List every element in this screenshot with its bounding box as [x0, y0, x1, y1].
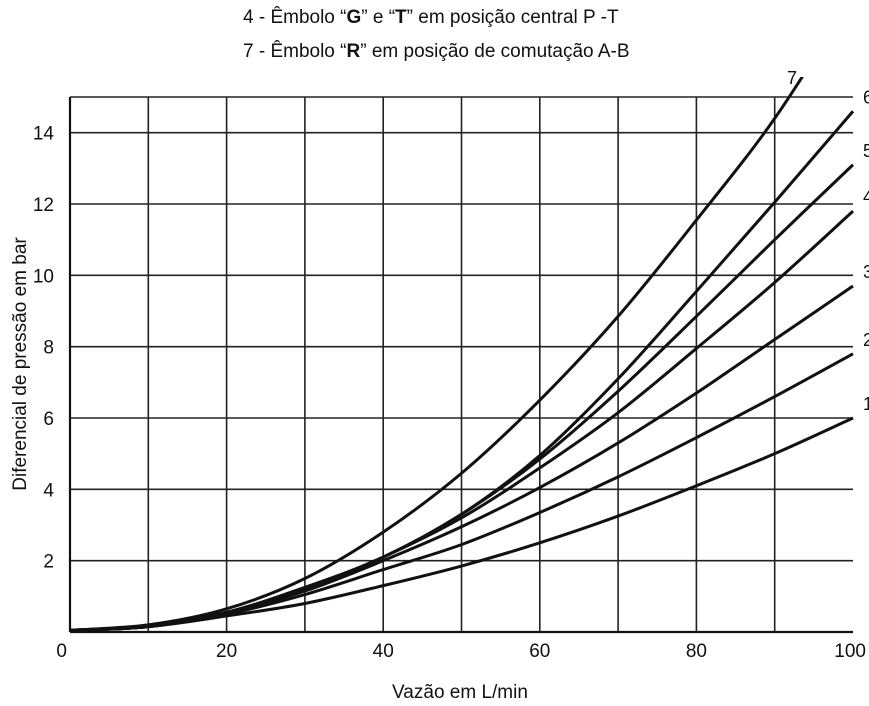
series-label-5: 5 — [863, 141, 869, 161]
series-label-1: 1 — [863, 394, 869, 414]
x-tick-label: 0 — [56, 641, 67, 662]
series-label-4: 4 — [863, 187, 869, 207]
annotation-2-bold-r: R — [346, 41, 361, 62]
grid — [70, 96, 853, 632]
x-tick-label: 60 — [529, 641, 550, 662]
annotation-1-bold-g: G — [346, 7, 362, 28]
x-axis-label: Vazão em L/min — [392, 682, 528, 703]
y-axis-label: Diferencial de pressão em bar — [10, 237, 31, 491]
y-tick-label: 14 — [33, 124, 55, 145]
annotation-1-mid: ” e “ — [361, 7, 396, 28]
y-tick-label: 8 — [43, 338, 54, 359]
annotation-2-suffix: ” em posição de comutação A-B — [360, 41, 630, 62]
annotation-2-prefix: 7 - Êmbolo “ — [243, 41, 347, 62]
y-tick-label: 4 — [43, 480, 54, 501]
series-lines — [69, 77, 855, 632]
series-label-7: 7 — [787, 68, 797, 88]
series-label-2: 2 — [863, 330, 869, 350]
series-labels: 1 2 3 4 5 6 7 — [787, 68, 869, 414]
annotation-line-2: 7 - Êmbolo “R” em posição de comutação A… — [243, 41, 630, 63]
y-tick-label: 12 — [33, 195, 54, 216]
series-line-7 — [69, 77, 805, 632]
x-tick-label: 100 — [834, 641, 866, 662]
y-tick-label: 2 — [43, 552, 54, 573]
series-line-6 — [69, 110, 855, 632]
series-label-3: 3 — [863, 262, 869, 282]
y-tick-label: 10 — [33, 266, 54, 287]
annotation-1-prefix: 4 - Êmbolo “ — [243, 7, 347, 28]
series-label-6: 6 — [863, 87, 869, 107]
y-tick-label: 6 — [43, 409, 54, 430]
x-tick-label: 40 — [373, 641, 394, 662]
annotation-line-1: 4 - Êmbolo “G” e “T” em posição central … — [243, 7, 619, 29]
plot-frame — [68, 97, 853, 634]
x-tick-label: 20 — [216, 641, 237, 662]
annotation-1-suffix: ” em posição central P -T — [406, 7, 619, 28]
x-tick-label: 80 — [686, 641, 707, 662]
annotation-1-bold-t: T — [395, 7, 407, 28]
